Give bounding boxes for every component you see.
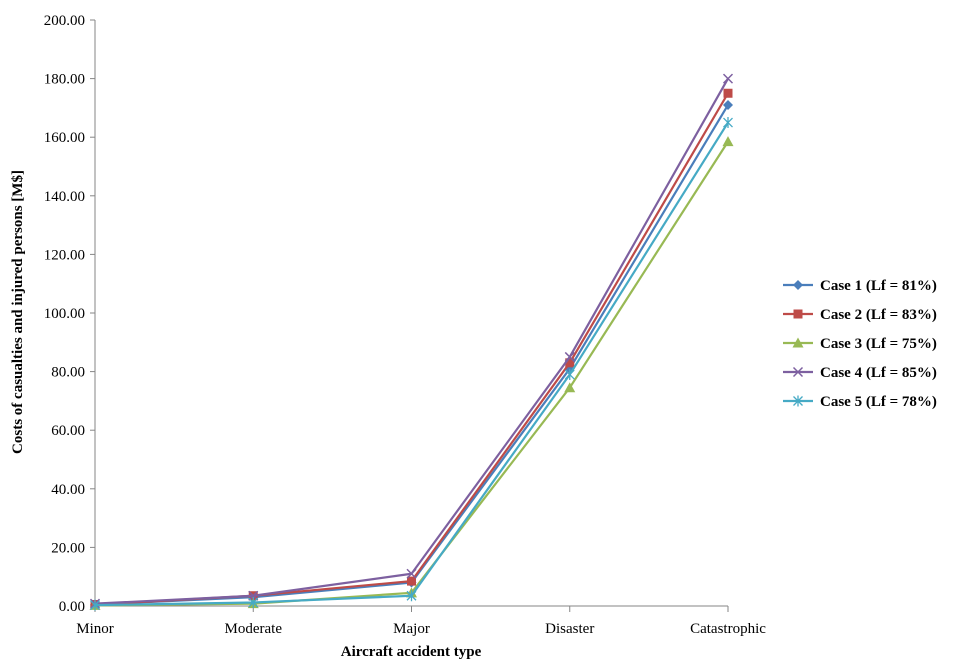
y-tick-label: 120.00 [44, 247, 85, 263]
x-tick-labels: Minor Moderate Major Disaster Catastrophic [76, 606, 766, 637]
x-tick-label: Disaster [545, 621, 594, 637]
y-tick-label: 0.00 [59, 599, 85, 615]
series-line [94, 78, 729, 605]
data-point [723, 117, 733, 129]
y-tick-labels: 0.00 20.00 40.00 60.00 80.00 100.00 120.00 140.… [44, 13, 95, 615]
series-4 [89, 73, 734, 609]
legend-label: Case 1 (Lf = 81%) [820, 278, 937, 294]
x-tick-label: Moderate [225, 621, 283, 637]
y-tick-label: 100.00 [44, 306, 85, 322]
legend-marker [793, 280, 803, 290]
legend-item: Case 4 (Lf = 85%) [783, 365, 937, 381]
data-point [406, 568, 417, 579]
series-line [94, 92, 729, 606]
legend-item: Case 5 (Lf = 78%) [783, 394, 937, 410]
y-tick-label: 140.00 [44, 189, 85, 205]
data-point [406, 590, 417, 602]
series-1 [90, 99, 733, 610]
x-axis-title: Aircraft accident type [341, 644, 482, 660]
y-tick-label: 160.00 [44, 130, 85, 146]
data-point [722, 136, 734, 147]
data-point [565, 358, 575, 368]
x-tick-label: Catastrophic [690, 621, 766, 637]
legend-item: Case 1 (Lf = 81%) [783, 278, 937, 294]
data-point [564, 369, 575, 381]
data-point [723, 88, 733, 98]
series-line [94, 121, 729, 607]
legend-label: Case 2 (Lf = 83%) [820, 307, 937, 323]
x-tick-label: Minor [76, 621, 114, 637]
data-point [564, 382, 576, 393]
y-tick-label: 80.00 [51, 365, 85, 381]
legend-item: Case 2 (Lf = 83%) [783, 307, 937, 323]
legend-marker [793, 395, 803, 407]
y-tick-label: 180.00 [44, 72, 85, 88]
legend-marker [792, 366, 804, 378]
legend-item: Case 3 (Lf = 75%) [783, 336, 937, 352]
legend-marker [793, 309, 803, 319]
data-point [723, 99, 733, 110]
y-tick-label: 200.00 [44, 13, 85, 29]
series-line [94, 141, 729, 607]
legend-marker [792, 337, 804, 348]
y-axis-title: Costs of casualties and injured persons … [10, 170, 26, 454]
legend-label: Case 4 (Lf = 85%) [820, 365, 937, 381]
y-tick-label: 20.00 [51, 540, 85, 556]
data-point [564, 351, 575, 362]
legend-label: Case 3 (Lf = 75%) [820, 336, 937, 352]
series-5 [90, 117, 733, 611]
data-point [722, 73, 734, 84]
series-3 [89, 136, 734, 610]
legend: Case 1 (Lf = 81%) Case 2 (Lf = 83%) Case 3… [783, 278, 937, 410]
legend-label: Case 5 (Lf = 78%) [820, 394, 937, 410]
axes [94, 20, 728, 607]
data-point [407, 576, 416, 586]
series-lines [89, 73, 734, 611]
series-2 [90, 88, 733, 610]
x-tick-label: Major [393, 621, 430, 637]
data-point [90, 599, 100, 611]
y-tick-label: 40.00 [51, 482, 85, 498]
series-line [94, 104, 729, 606]
data-point [248, 596, 259, 608]
y-tick-label: 60.00 [51, 423, 85, 439]
